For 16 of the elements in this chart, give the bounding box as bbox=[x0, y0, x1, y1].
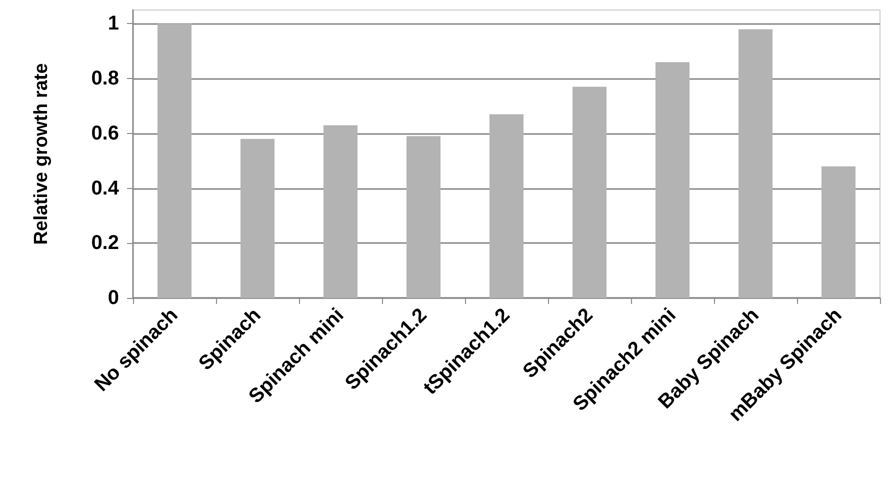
bar bbox=[821, 166, 856, 298]
bar bbox=[323, 125, 358, 298]
bar bbox=[240, 138, 275, 298]
y-tick-label: 0 bbox=[108, 287, 119, 309]
y-tick-label: 0.2 bbox=[91, 232, 119, 254]
bar bbox=[655, 62, 690, 298]
y-axis-title: Relative growth rate bbox=[31, 63, 52, 245]
bar bbox=[738, 29, 773, 298]
bar bbox=[572, 86, 607, 298]
y-tick-label: 1 bbox=[108, 12, 119, 35]
bar bbox=[157, 24, 192, 298]
bar bbox=[489, 114, 524, 298]
y-tick-label: 0.6 bbox=[91, 122, 119, 144]
y-tick-label: 0.4 bbox=[91, 177, 120, 200]
y-tick-label: 0.8 bbox=[91, 68, 119, 90]
bar bbox=[406, 136, 441, 298]
